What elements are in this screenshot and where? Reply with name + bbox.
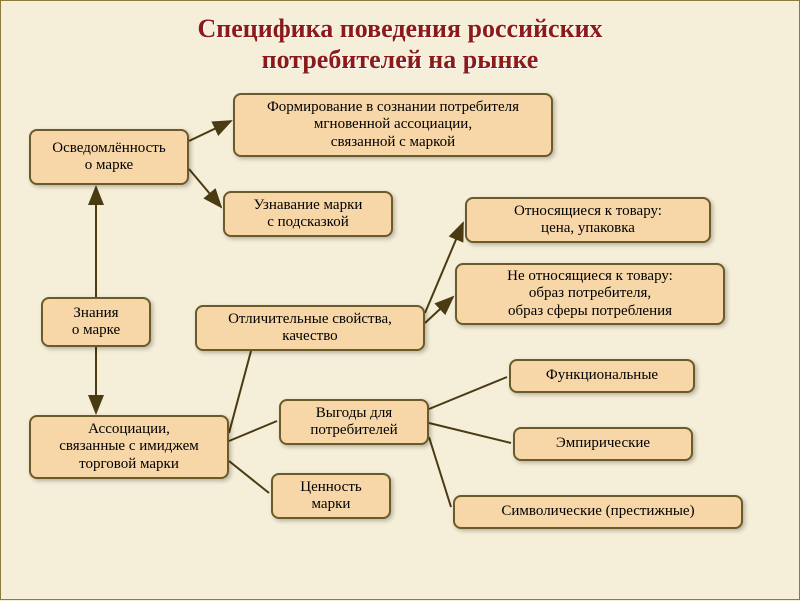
node-knowledge: Знанияо марке xyxy=(41,297,151,347)
node-recognition: Узнавание маркис подсказкой xyxy=(223,191,393,237)
title-line1: Специфика поведения российских xyxy=(197,14,602,43)
edge-benefits-symbolic xyxy=(429,437,451,507)
edge-benefits-functional xyxy=(429,377,507,409)
edge-assoc-value xyxy=(229,461,269,493)
node-associations: Ассоциации,связанные с имиджемторговой м… xyxy=(29,415,229,479)
title-line2: потребителей на рынке xyxy=(262,45,539,74)
node-formation: Формирование в сознании потребителямгнов… xyxy=(233,93,553,157)
node-non-product-related: Не относящиеся к товару:образ потребител… xyxy=(455,263,725,325)
edge-assoc-benefits xyxy=(229,421,277,441)
node-distinctive: Отличительные свойства,качество xyxy=(195,305,425,351)
node-value: Ценностьмарки xyxy=(271,473,391,519)
node-functional: Функциональные xyxy=(509,359,695,393)
node-benefits: Выгоды дляпотребителей xyxy=(279,399,429,445)
node-awareness: Осведомлённостьо марке xyxy=(29,129,189,185)
edge-awareness-recognition xyxy=(189,169,221,207)
edge-awareness-formation xyxy=(189,121,231,141)
page-title: Специфика поведения российских потребите… xyxy=(1,1,799,83)
edge-assoc-distinctive xyxy=(229,351,251,433)
edge-dist-nonproduct xyxy=(425,297,453,323)
node-symbolic: Символические (престижные) xyxy=(453,495,743,529)
node-product-related: Относящиеся к товару:цена, упаковка xyxy=(465,197,711,243)
node-empirical: Эмпирические xyxy=(513,427,693,461)
edge-benefits-empirical xyxy=(429,423,511,443)
